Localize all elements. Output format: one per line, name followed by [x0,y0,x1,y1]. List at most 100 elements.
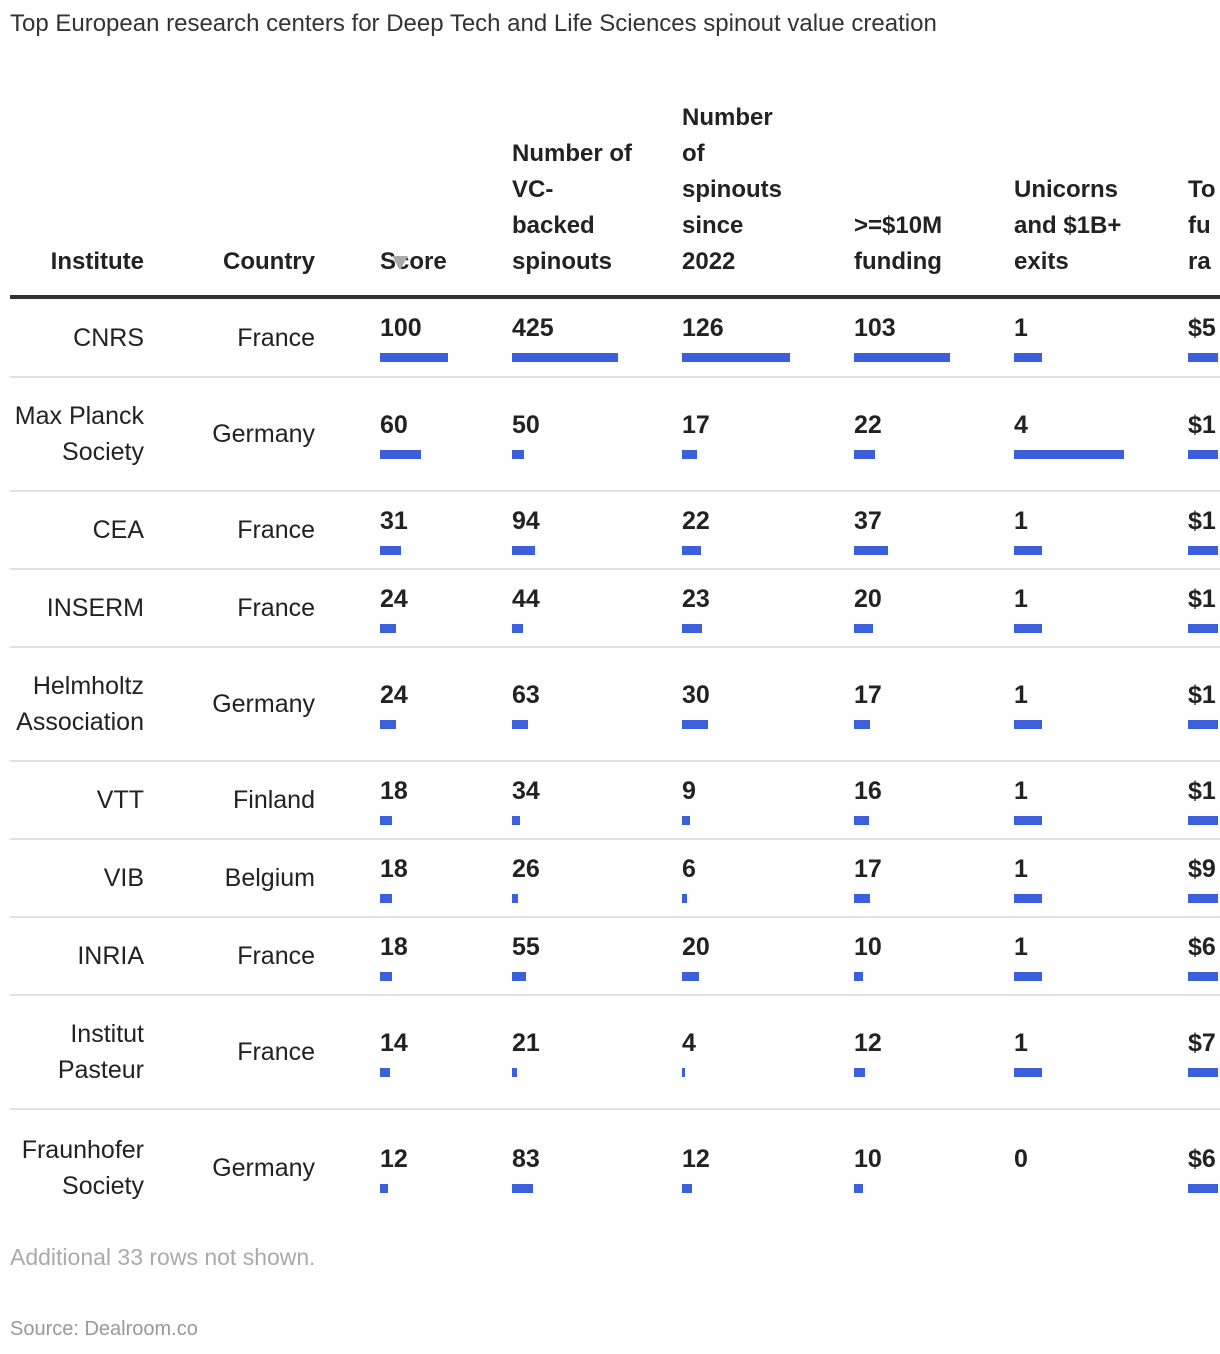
value: 6 [682,854,696,883]
value: 55 [512,932,540,961]
country: Belgium [224,864,315,892]
country: France [237,1038,315,1066]
table-cell: 83 [512,1110,632,1226]
bar [682,815,690,825]
table-cell: 55 [512,918,632,994]
value: 10 [854,1144,882,1173]
bar [380,719,397,729]
table-cell: 17 [682,378,794,490]
bar [380,893,393,903]
bar-clipped [1188,719,1218,729]
table-cell: 1 [1014,918,1132,994]
value: $1 [1188,506,1216,535]
table-cell: Belgium [180,840,315,916]
bar [380,971,393,981]
bar [854,815,869,825]
value: 17 [854,854,882,883]
table-cell: 9 [682,762,794,838]
table-cell: Max Planck Society [4,378,144,490]
bar [1014,815,1042,825]
bar [380,545,402,555]
table-cell: $6 [1188,1110,1218,1226]
value: 4 [1014,410,1028,439]
table-cell: 100 [380,299,490,376]
country: Finland [233,786,315,814]
bar [854,545,889,555]
bar-clipped [1188,1183,1218,1193]
bar [512,719,528,729]
value: $1 [1188,584,1216,613]
table-cell: 22 [854,378,969,490]
table-cell: France [180,918,315,994]
table-cell: 21 [512,996,632,1108]
table-cell: 17 [854,840,969,916]
institute: CEA [92,516,144,544]
bar-clipped [1188,449,1218,459]
bar [1014,1067,1042,1077]
value: 1 [1014,776,1028,805]
institute: Helmholtz Association [16,672,144,736]
value: 26 [512,854,540,883]
value: 21 [512,1028,540,1057]
table-cell: 126 [682,299,794,376]
value: 12 [854,1028,882,1057]
value: 100 [380,314,422,342]
value: 22 [682,506,710,535]
country: Germany [212,1154,315,1182]
table-cell: 10 [854,918,969,994]
column-header: Score [380,248,447,275]
value: 37 [854,506,882,535]
table-cell: 18 [380,762,490,838]
table-cell: $1 [1188,762,1218,838]
table-cell: 31 [380,492,490,568]
table-cell: CNRS [4,299,144,376]
title: Top European research centers for Deep T… [10,10,937,37]
table-row: VTT Finland 18 34 9 16 1 $1 [10,762,1220,840]
table-cell: 22 [682,492,794,568]
institute: INRIA [77,942,144,970]
bar [512,449,525,459]
table-cell: Germany [180,1110,315,1226]
bar [682,719,708,729]
table-cell: 18 [380,918,490,994]
table-cell: 12 [380,1110,490,1226]
table-cell: 6 [682,840,794,916]
bar [682,893,688,903]
bar [854,1183,864,1193]
bar [682,1183,693,1193]
value: 16 [854,776,882,805]
table-cell: 24 [380,570,490,646]
table-cell: France [180,570,315,646]
value: 18 [380,932,408,961]
value: 1 [1014,1028,1028,1057]
value: 10 [854,932,882,961]
value: 23 [682,584,710,613]
table-row: VIB Belgium 18 26 6 17 1 $9 [10,840,1220,918]
table-cell: Germany [180,648,315,760]
bar [512,1183,533,1193]
bar [682,623,702,633]
table-cell: $6 [1188,918,1218,994]
bar [854,719,870,729]
value: 14 [380,1028,408,1057]
table-cell: 1 [1014,840,1132,916]
table-cell: 16 [854,762,969,838]
bar [1014,623,1042,633]
column-header: >=$10M funding [854,212,943,275]
column-header: Number of VC-backed spinouts [512,140,632,275]
bar [1014,545,1042,555]
country: Germany [212,420,315,448]
table-cell: 37 [854,492,969,568]
value: 126 [682,314,724,342]
column-header: Institute [50,248,144,275]
bar [1014,893,1042,903]
table-cell: 12 [682,1110,794,1226]
table-cell: 103 [854,299,969,376]
source: Source: Dealroom.co [10,1318,198,1340]
bar [854,1067,866,1077]
column-header: Country [223,248,315,275]
value: 31 [380,506,408,535]
value: 17 [854,680,882,709]
header-rule [10,295,1220,299]
bar [512,815,521,825]
